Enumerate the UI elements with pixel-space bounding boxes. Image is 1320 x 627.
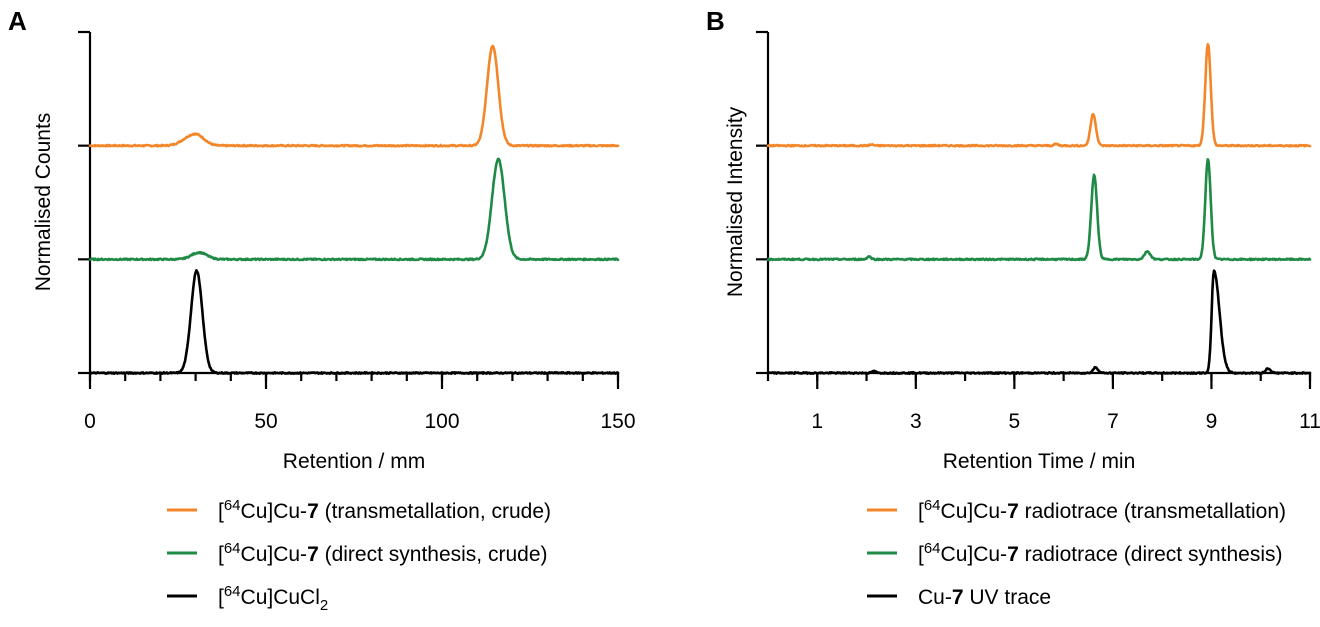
panel-b-x-tick-label: 5: [1009, 410, 1021, 433]
panel-b-legend: [64Cu]Cu-7 radiotrace (transmetallation)…: [867, 497, 1286, 609]
panel-a-traces: [88, 44, 620, 375]
panel-a-x-tick-label: 100: [424, 410, 459, 433]
panel-a-legend: [64Cu]Cu-7 (transmetallation, crude) [64C…: [167, 497, 551, 614]
panel-a-series-3-line: [88, 269, 620, 375]
panel-a-x-axis-title: Retention / mm: [283, 450, 425, 473]
panel-b-legend-label: [64Cu]Cu-7 radiotrace (transmetallation): [918, 497, 1286, 523]
panel-a-chart: A 0 50 100 150 Retention / mm Normalised Co…: [8, 6, 636, 614]
panel-b-x-tick-label: 3: [910, 410, 922, 433]
panel-b-chart: B 1 3 5 7 9 11 Retention Time / min Normalise…: [706, 6, 1320, 609]
panel-a-x-tick-label: 150: [600, 410, 635, 433]
panel-b-series-1-line: [766, 43, 1312, 148]
panel-a-series-2-line: [88, 157, 620, 262]
panel-b-traces: [766, 43, 1312, 375]
panel-a-series-1-line: [88, 44, 620, 148]
panel-b-series-3-line: [766, 269, 1312, 375]
panel-a-letter: A: [8, 6, 27, 36]
panel-b-x-tick-label: 7: [1107, 410, 1119, 433]
panel-b-legend-label: [64Cu]Cu-7 radiotrace (direct synthesis): [918, 540, 1283, 566]
panel-b-legend-label: Cu-7 UV trace: [918, 586, 1051, 609]
panel-b-ticks: 1 3 5 7 9 11: [756, 30, 1320, 433]
panel-b-letter: B: [706, 6, 725, 36]
panel-b-y-axis-title: Normalised Intensity: [724, 106, 747, 297]
panel-b-series-2-line: [766, 158, 1312, 262]
panel-b-x-tick-label: 9: [1206, 410, 1218, 433]
panel-a-x-tick-label: 0: [84, 410, 96, 433]
panel-a-legend-label: [64Cu]Cu-7 (direct synthesis, crude): [218, 540, 548, 566]
panel-a-legend-label: [64Cu]Cu-7 (transmetallation, crude): [218, 497, 551, 523]
panel-b-x-tick-label: 1: [811, 410, 823, 433]
panel-a-legend-label: [64Cu]CuCl2: [218, 583, 328, 614]
panel-b-x-tick-label: 11: [1299, 410, 1320, 433]
panel-a-x-tick-label: 50: [254, 410, 277, 433]
panel-b-x-axis-title: Retention Time / min: [943, 450, 1136, 473]
panel-a-y-axis-title: Normalised Counts: [32, 113, 55, 292]
